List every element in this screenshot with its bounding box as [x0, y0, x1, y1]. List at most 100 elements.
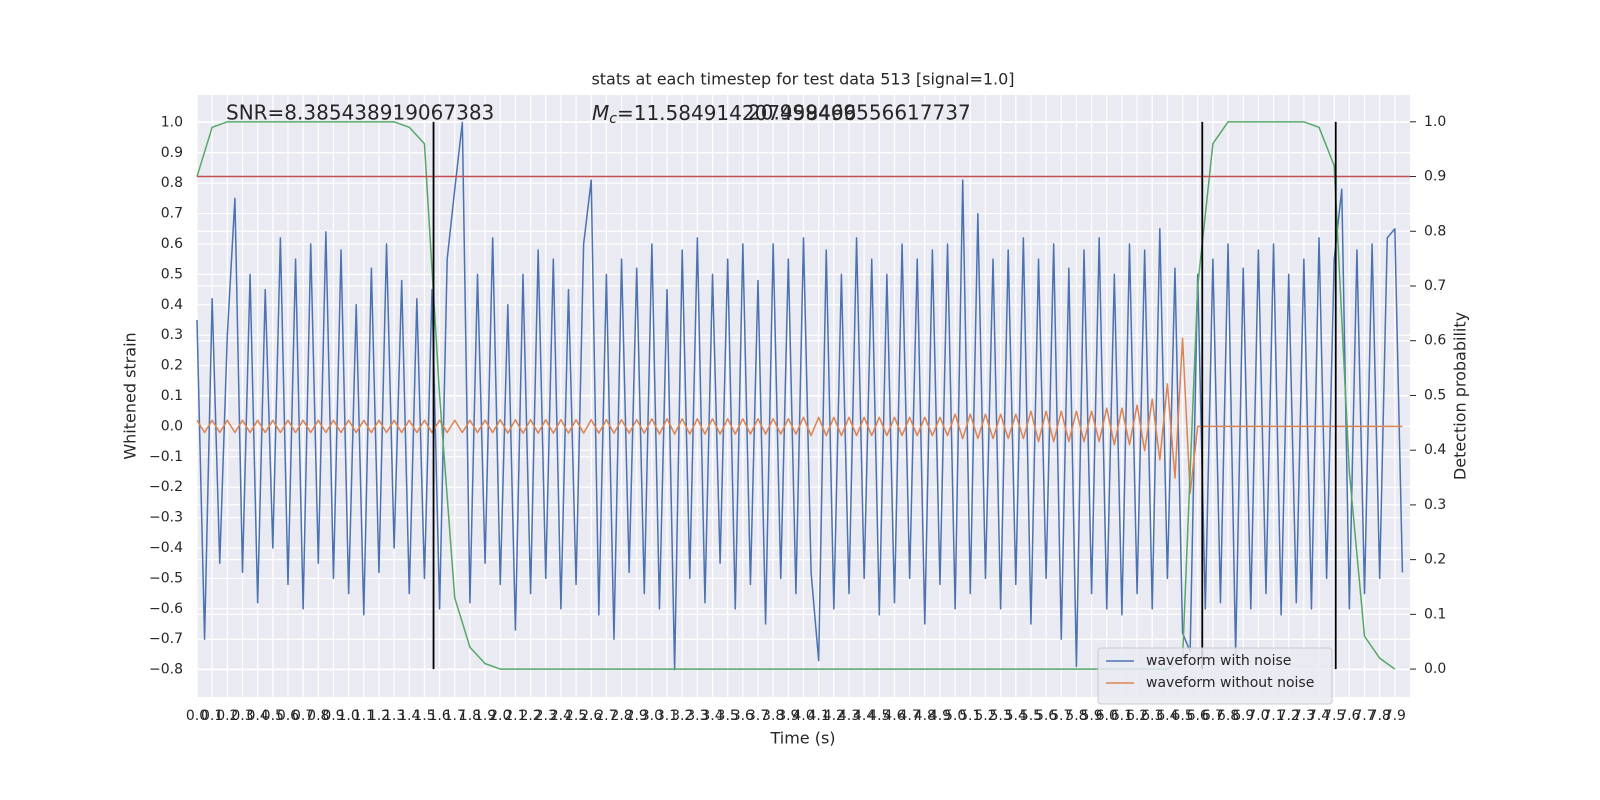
x-tick-label: 7.6 [1338, 708, 1360, 724]
y2-tick-label: 1.0 [1424, 114, 1446, 130]
x-tick-label: 2.6 [580, 708, 602, 724]
x-tick-label: 5.1 [959, 708, 981, 724]
annotation-symbol: M [592, 101, 609, 125]
x-tick-label: 0.4 [247, 708, 269, 724]
y-tick-label: 0.3 [161, 327, 183, 343]
x-tick-label: 4.5 [868, 708, 890, 724]
x-tick-label: 6.0 [1096, 708, 1118, 724]
annotation: 20.999469556617737 [748, 101, 971, 125]
x-tick-label: 3.9 [777, 708, 799, 724]
x-tick-label: 3.8 [762, 708, 784, 724]
y-tick-label: −0.2 [149, 479, 183, 495]
y-tick-label: 0.4 [161, 297, 183, 313]
x-tick-label: 4.0 [792, 708, 814, 724]
x-tick-label: 6.9 [1232, 708, 1254, 724]
y2-tick-label: 0.8 [1424, 223, 1446, 239]
x-tick-label: 6.6 [1187, 708, 1209, 724]
y-tick-label: −0.1 [149, 449, 183, 465]
x-tick-label: 3.1 [656, 708, 678, 724]
x-axis-label: Time (s) [769, 729, 835, 748]
x-tick-label: 5.6 [1035, 708, 1057, 724]
x-tick-label: 5.9 [1080, 708, 1102, 724]
x-tick-label: 4.4 [853, 708, 875, 724]
x-tick-label: 2.8 [610, 708, 632, 724]
x-tick-label: 4.2 [823, 708, 845, 724]
x-tick-label: 7.7 [1353, 708, 1375, 724]
y-tick-label: −0.5 [149, 570, 183, 586]
y2-tick-label: 0.7 [1424, 278, 1446, 294]
y2-tick-label: 0.0 [1424, 661, 1446, 677]
y-tick-label: 0.0 [161, 418, 183, 434]
x-tick-label: 7.5 [1323, 708, 1345, 724]
x-tick-label: 7.3 [1293, 708, 1315, 724]
x-tick-label: 3.7 [747, 708, 769, 724]
x-tick-label: 4.3 [838, 708, 860, 724]
x-tick-label: 1.1 [353, 708, 375, 724]
y-tick-label: 0.7 [161, 206, 183, 222]
x-tick-label: 1.5 [413, 708, 435, 724]
x-tick-label: 5.8 [1065, 708, 1087, 724]
y-tick-label: 0.8 [161, 175, 183, 191]
y2-tick-label: 0.5 [1424, 387, 1446, 403]
x-tick-label: 7.0 [1247, 708, 1269, 724]
x-tick-label: 1.4 [398, 708, 420, 724]
x-tick-label: 4.8 [914, 708, 936, 724]
x-tick-label: 7.4 [1308, 708, 1330, 724]
y2-axis-label: Detection probability [1451, 312, 1470, 480]
x-tick-label: 2.0 [489, 708, 511, 724]
y2-tick-label: 0.6 [1424, 333, 1446, 349]
x-tick-label: 6.2 [1126, 708, 1148, 724]
x-tick-label: 6.3 [1141, 708, 1163, 724]
x-tick-label: 6.8 [1217, 708, 1239, 724]
x-tick-label: 7.2 [1278, 708, 1300, 724]
y-axis-label: Whitened strain [121, 332, 140, 459]
x-tick-label: 5.4 [1005, 708, 1027, 724]
x-tick-label: 3.2 [671, 708, 693, 724]
x-tick-label: 1.9 [474, 708, 496, 724]
marks [196, 121, 1410, 671]
y-tick-label: 0.5 [161, 266, 183, 282]
x-tick-label: 6.1 [1111, 708, 1133, 724]
x-tick-label: 2.1 [504, 708, 526, 724]
x-tick-label: 7.1 [1262, 708, 1284, 724]
x-tick-label: 6.4 [1156, 708, 1178, 724]
x-tick-label: 0.5 [262, 708, 284, 724]
x-tick-label: 3.0 [641, 708, 663, 724]
y-tick-label: 0.2 [161, 358, 183, 374]
x-tick-label: 4.1 [808, 708, 830, 724]
y-tick-label: 0.9 [161, 145, 183, 161]
x-tick-label: 5.2 [974, 708, 996, 724]
y2-tick-label: 0.2 [1424, 552, 1446, 568]
x-tick-label: 4.6 [883, 708, 905, 724]
y-tick-label: 1.0 [161, 114, 183, 130]
x-tick-label: 0.7 [292, 708, 314, 724]
annotation-subscript: c [609, 111, 617, 127]
x-tick-label: 2.2 [519, 708, 541, 724]
legend-label: waveform with noise [1146, 653, 1291, 669]
y-tick-label: −0.3 [149, 510, 183, 526]
x-tick-label: 0.3 [231, 708, 253, 724]
y2-tick-label: 0.1 [1424, 606, 1446, 622]
grid [196, 95, 1410, 697]
x-tick-label: 1.7 [444, 708, 466, 724]
legend-label: waveform without noise [1146, 675, 1314, 691]
annotation-text: =11.584914207458496 [617, 101, 856, 125]
x-tick-label: 1.6 [428, 708, 450, 724]
x-tick-label: 7.8 [1369, 708, 1391, 724]
y-tick-label: −0.7 [149, 631, 183, 647]
x-tick-label: 2.5 [565, 708, 587, 724]
x-tick-label: 5.7 [1050, 708, 1072, 724]
y-tick-label: −0.6 [149, 601, 183, 617]
x-tick-label: 4.7 [899, 708, 921, 724]
x-tick-label: 0.8 [307, 708, 329, 724]
legend-box [1097, 647, 1333, 705]
series-line [196, 121, 1396, 670]
x-tick-label: 1.3 [383, 708, 405, 724]
x-tick-label: 5.3 [989, 708, 1011, 724]
x-tick-label: 3.5 [717, 708, 739, 724]
x-tick-label: 1.2 [368, 708, 390, 724]
x-tick-label: 2.4 [550, 708, 572, 724]
x-tick-label: 5.0 [944, 708, 966, 724]
